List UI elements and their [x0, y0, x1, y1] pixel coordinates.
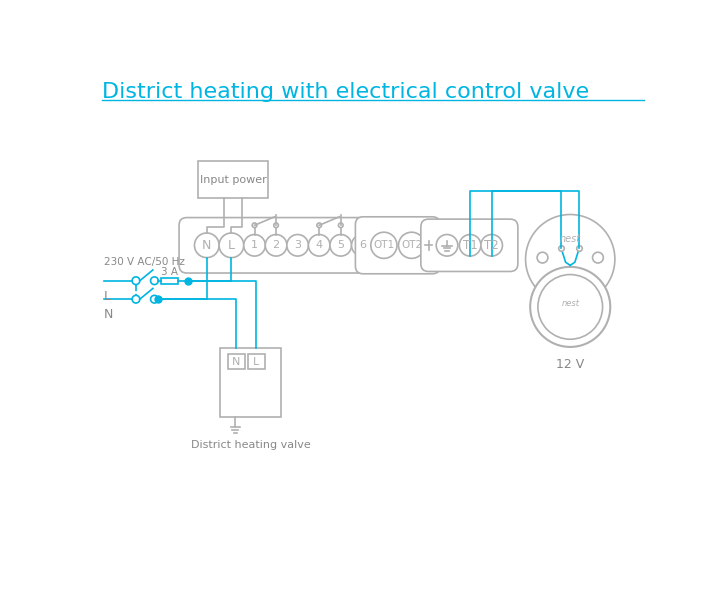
Text: 230 V AC/50 Hz: 230 V AC/50 Hz	[103, 257, 184, 267]
Text: N: N	[202, 239, 211, 252]
FancyBboxPatch shape	[220, 347, 282, 417]
Text: nest: nest	[560, 234, 581, 244]
Text: Input power: Input power	[199, 175, 266, 185]
Circle shape	[132, 277, 140, 285]
Text: 2: 2	[272, 241, 280, 250]
Text: 5: 5	[337, 241, 344, 250]
Circle shape	[593, 252, 604, 263]
Circle shape	[530, 267, 610, 347]
Text: District heating with electrical control valve: District heating with electrical control…	[102, 82, 589, 102]
Text: 6: 6	[359, 241, 366, 250]
Text: T2: T2	[484, 239, 499, 252]
Circle shape	[436, 235, 458, 256]
Circle shape	[132, 295, 140, 303]
Circle shape	[287, 235, 309, 256]
Circle shape	[330, 235, 352, 256]
Circle shape	[339, 223, 343, 228]
FancyBboxPatch shape	[161, 277, 178, 284]
FancyBboxPatch shape	[355, 217, 440, 274]
Circle shape	[317, 223, 322, 228]
FancyBboxPatch shape	[561, 271, 579, 284]
Circle shape	[194, 233, 219, 258]
Circle shape	[459, 235, 481, 256]
Circle shape	[538, 274, 603, 339]
Circle shape	[352, 235, 373, 256]
FancyBboxPatch shape	[421, 219, 518, 271]
Text: 1: 1	[251, 241, 258, 250]
Circle shape	[526, 214, 615, 304]
Text: 4: 4	[316, 241, 323, 250]
Circle shape	[398, 232, 424, 258]
FancyBboxPatch shape	[228, 354, 245, 369]
Text: 12 V: 12 V	[556, 358, 585, 371]
Text: 3: 3	[294, 241, 301, 250]
Circle shape	[371, 232, 397, 258]
FancyBboxPatch shape	[179, 217, 389, 273]
Text: N: N	[232, 356, 240, 366]
FancyBboxPatch shape	[248, 354, 264, 369]
Circle shape	[537, 252, 548, 263]
Circle shape	[244, 235, 265, 256]
Circle shape	[151, 295, 158, 303]
FancyBboxPatch shape	[198, 162, 268, 198]
Text: 3 A: 3 A	[161, 267, 178, 277]
Circle shape	[219, 233, 244, 258]
Text: L: L	[228, 239, 235, 252]
Circle shape	[481, 235, 502, 256]
Text: nest: nest	[561, 299, 579, 308]
Text: T1: T1	[463, 239, 478, 252]
Text: OT1: OT1	[373, 241, 395, 250]
Circle shape	[274, 223, 278, 228]
Circle shape	[265, 235, 287, 256]
Text: L: L	[103, 290, 111, 303]
Text: L: L	[253, 356, 259, 366]
Text: District heating valve: District heating valve	[191, 440, 311, 450]
Text: OT2: OT2	[401, 241, 422, 250]
Circle shape	[151, 277, 158, 285]
Text: N: N	[103, 308, 113, 321]
Circle shape	[252, 223, 257, 228]
Circle shape	[309, 235, 330, 256]
